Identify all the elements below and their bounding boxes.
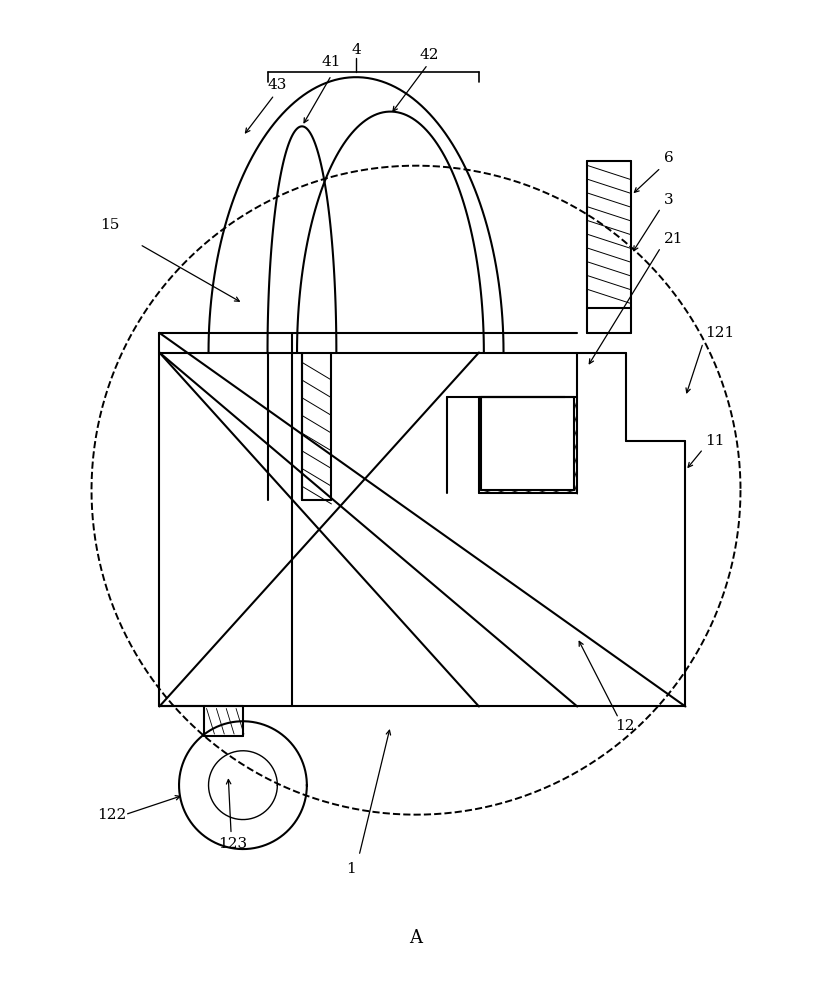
Text: 11: 11 xyxy=(705,434,725,448)
Text: 42: 42 xyxy=(420,48,440,62)
Text: 4: 4 xyxy=(352,43,361,57)
Text: 121: 121 xyxy=(705,326,735,340)
Text: 1: 1 xyxy=(347,862,356,876)
Text: 122: 122 xyxy=(97,808,127,822)
Text: 15: 15 xyxy=(100,218,120,232)
Text: 43: 43 xyxy=(267,78,287,92)
Text: A: A xyxy=(410,929,422,947)
Text: 6: 6 xyxy=(664,151,674,165)
Text: 41: 41 xyxy=(322,55,341,69)
Text: 12: 12 xyxy=(615,719,634,733)
Text: 3: 3 xyxy=(664,193,673,207)
Text: 123: 123 xyxy=(218,837,247,851)
Text: 21: 21 xyxy=(664,232,683,246)
